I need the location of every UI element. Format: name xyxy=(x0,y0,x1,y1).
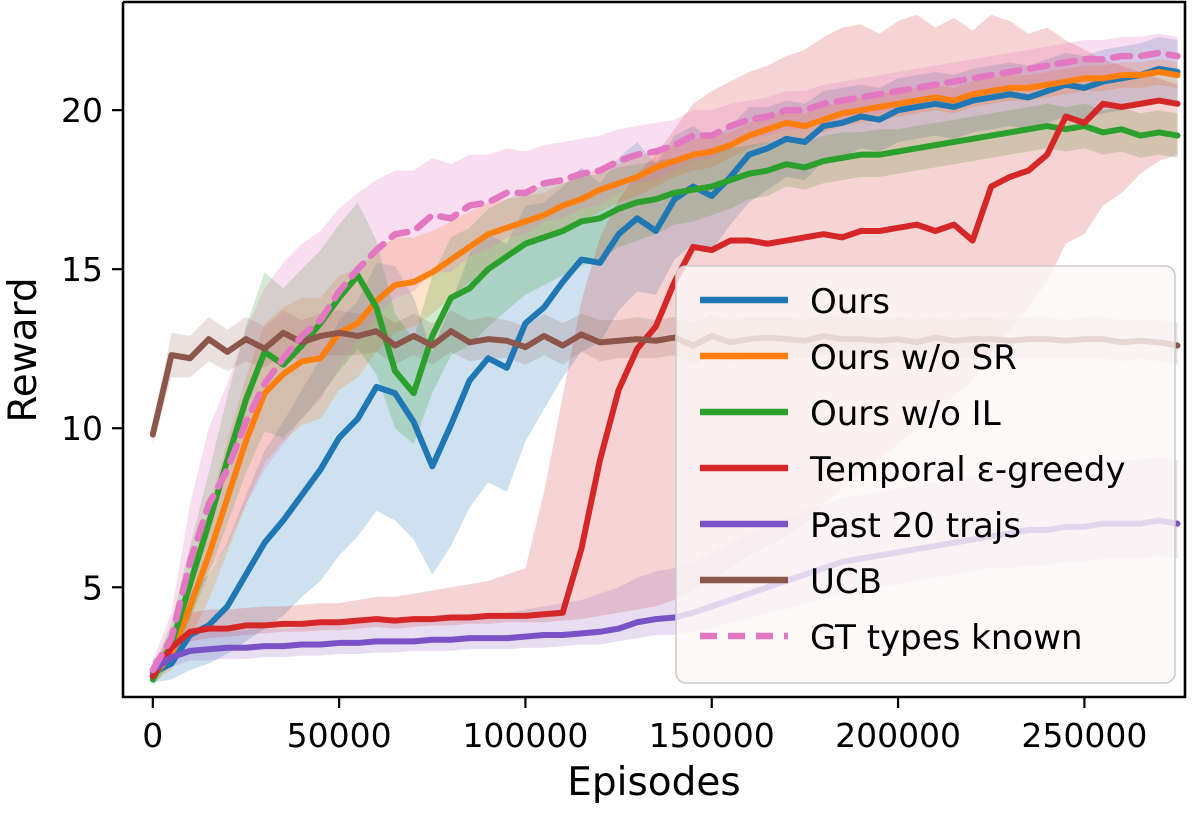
x-tick-label: 250000 xyxy=(1021,716,1147,755)
band-ours-w-o-sr xyxy=(152,59,1178,683)
x-tick-label: 200000 xyxy=(835,716,961,755)
x-tick-label: 150000 xyxy=(649,716,775,755)
legend-label-past-20-trajs[interactable]: Past 20 trajs xyxy=(810,506,1021,546)
legend-label-temporal-greedy[interactable]: Temporal ε-greedy xyxy=(809,450,1125,490)
x-tick-label: 100000 xyxy=(462,716,588,755)
axes-frame xyxy=(121,0,1187,699)
line-temporal-greedy xyxy=(149,97,1181,680)
line-ours-w-o-sr xyxy=(149,68,1181,680)
y-tick-label: 10 xyxy=(61,409,103,448)
y-axis-ticks: 5 10 15 20 xyxy=(61,91,123,607)
band-ours xyxy=(152,36,1178,683)
line-gt-types-known xyxy=(149,49,1181,674)
y-tick-label: 20 xyxy=(61,91,103,130)
legend-box xyxy=(675,265,1176,684)
x-tick-label: 50000 xyxy=(287,716,392,755)
legend-label-gt-types-known[interactable]: GT types known xyxy=(810,618,1083,658)
legend-label-ucb[interactable]: UCB xyxy=(810,562,882,602)
x-axis-label: Episodes xyxy=(567,760,740,805)
legend-label-ours-w-o-sr[interactable]: Ours w/o SR xyxy=(810,338,1017,378)
line-ours xyxy=(149,65,1181,677)
legend-label-ours[interactable]: Ours xyxy=(810,282,890,322)
y-tick-label: 5 xyxy=(82,568,103,607)
y-tick-label: 15 xyxy=(61,250,103,289)
x-axis-ticks: 0 50000 100000 150000 200000 250000 xyxy=(142,697,1147,755)
chart-legend[interactable]: Ours Ours w/o SR Ours w/o IL Temporal ε-gre… xyxy=(675,265,1176,684)
band-temporal-greedy xyxy=(152,14,1178,683)
x-tick-label: 0 xyxy=(142,716,163,755)
band-gt-types-known xyxy=(152,33,1178,680)
legend-label-ours-w-o-il[interactable]: Ours w/o IL xyxy=(810,394,1001,434)
y-axis-label: Reward xyxy=(1,277,46,422)
